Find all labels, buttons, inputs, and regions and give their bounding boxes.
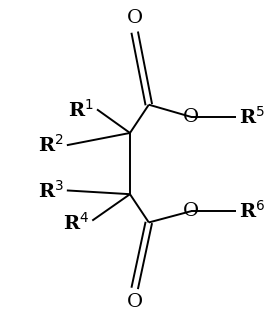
Text: R$^{1}$: R$^{1}$ bbox=[68, 99, 94, 120]
Text: O: O bbox=[183, 202, 199, 220]
Text: R$^{3}$: R$^{3}$ bbox=[38, 180, 64, 201]
Text: O: O bbox=[127, 293, 143, 311]
Text: R$^{4}$: R$^{4}$ bbox=[63, 211, 89, 234]
Text: O: O bbox=[183, 108, 199, 126]
Text: R$^{5}$: R$^{5}$ bbox=[239, 106, 265, 128]
Text: O: O bbox=[127, 10, 143, 27]
Text: R$^{6}$: R$^{6}$ bbox=[239, 200, 266, 222]
Text: R$^{2}$: R$^{2}$ bbox=[38, 134, 64, 156]
